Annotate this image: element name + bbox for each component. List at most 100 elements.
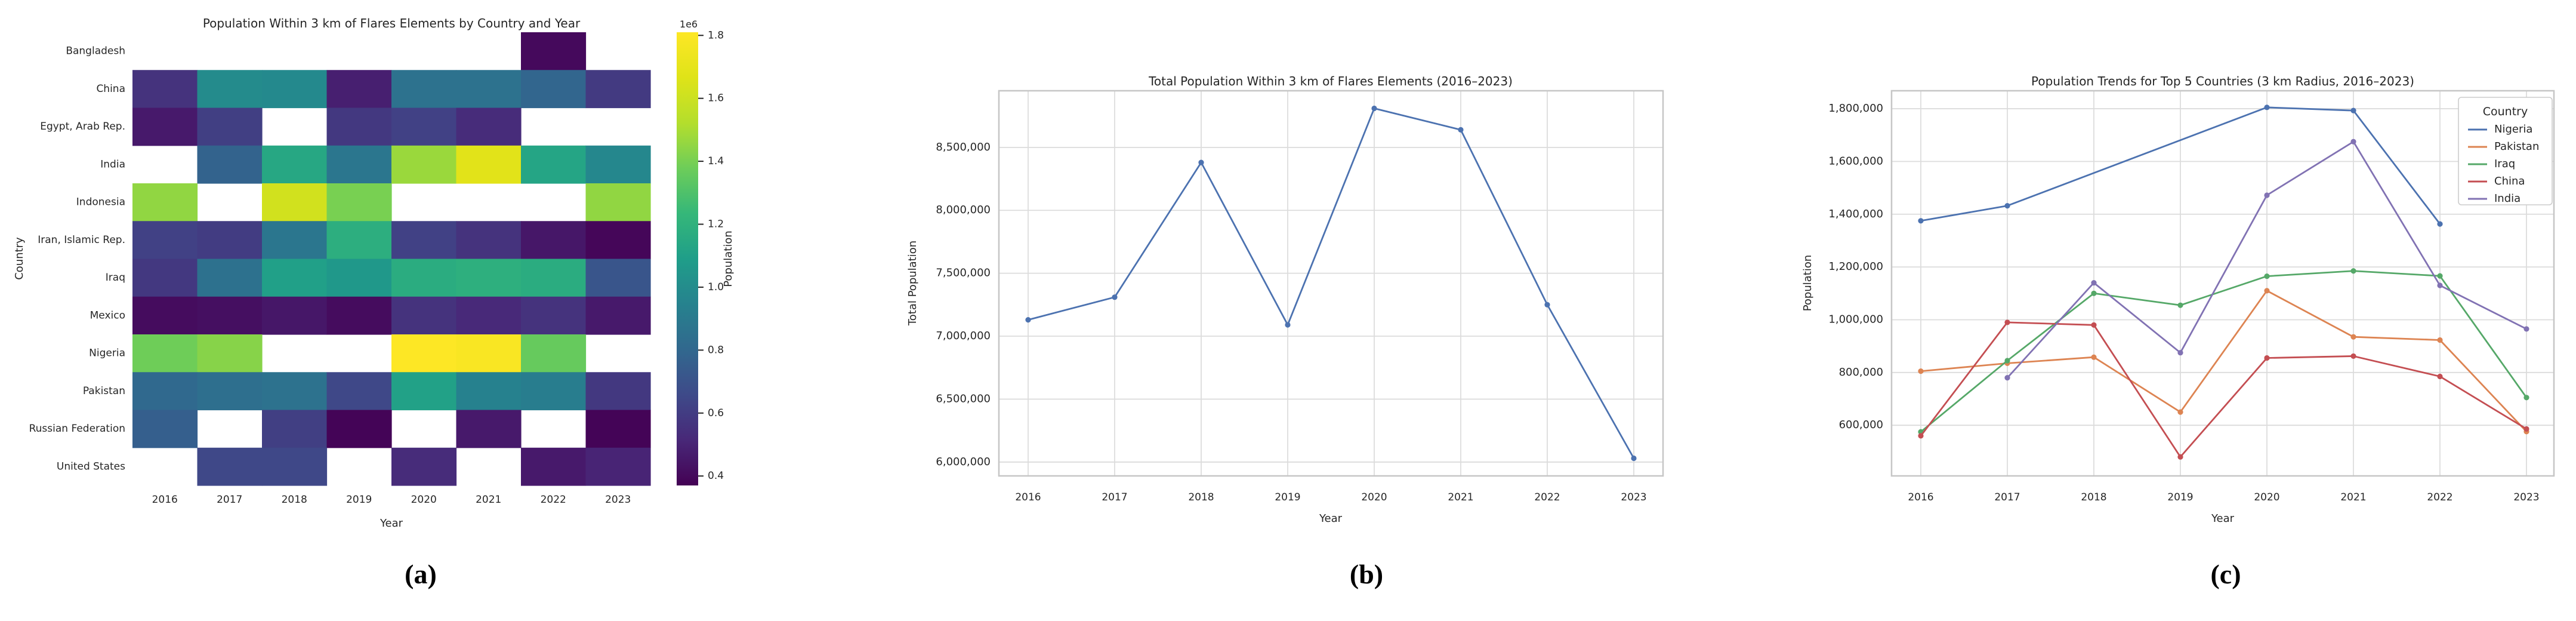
heatmap-cell [326,410,392,448]
data-point [2350,139,2356,145]
x-axis-label: Year [2211,512,2235,525]
series-line-total [1028,107,1635,459]
y-tick-label: 1,800,000 [1828,102,1883,115]
heatmap-cell [521,259,587,297]
x-tick-label: 2021 [2340,491,2366,503]
y-tick-label: 8,000,000 [936,204,991,216]
heatmap-cell [326,259,392,297]
x-tick-label: 2019 [2167,491,2193,503]
legend-box [2458,97,2553,205]
x-tick-label: 2017 [217,494,242,506]
data-point [2350,268,2356,274]
y-tick-label: Nigeria [89,348,125,359]
x-tick-label: 2017 [1994,491,2020,503]
x-tick-label: 2022 [1534,491,1560,503]
heatmap-cell [456,372,522,411]
x-tick-label: 2019 [1275,491,1300,503]
x-axis-label: Year [380,517,403,530]
heatmap-cell [521,32,587,70]
data-point [1918,433,1924,439]
heatmap-cell [197,107,263,146]
heatmap-cell [521,334,587,373]
y-tick-label: India [100,158,125,170]
y-tick-label: 6,000,000 [936,456,991,468]
heatmap-cell [585,70,651,109]
colorbar-tick-label: 1.0 [708,281,724,293]
data-point [2437,273,2443,279]
data-point [2091,290,2097,296]
y-tick-label: United States [57,460,125,472]
heatmap-cell [262,410,328,448]
heatmap-cell [132,70,198,109]
heatmap-cell [262,447,328,486]
heatmap-cell [391,372,457,411]
chart-title: Total Population Within 3 km of Flares E… [1148,74,1513,88]
x-tick-label: 2021 [1448,491,1473,503]
data-point [2437,282,2443,288]
y-tick-label: Egypt, Arab Rep. [40,121,125,133]
data-point [1198,159,1204,165]
series-line-iraq [1920,270,2528,433]
y-tick-label: 1,400,000 [1828,208,1883,220]
heatmap-cell [197,334,263,373]
heatmap-cell [326,70,392,109]
data-point [2004,319,2010,325]
data-point [2177,409,2183,415]
data-point [2264,288,2270,294]
y-tick-label: 600,000 [1839,419,1883,431]
colorbar-offset-text: 1e6 [680,19,698,30]
colorbar-tick-label: 1.4 [708,155,724,167]
heatmap-cell [132,183,198,222]
data-point [2264,273,2270,279]
heatmap-cell [197,296,263,335]
heatmap-cell [132,107,198,146]
data-point [2091,322,2097,328]
data-point [2523,326,2529,332]
x-tick-label: 2023 [1621,491,1646,503]
axes-spines [998,90,1664,477]
x-tick-label: 2022 [2427,491,2452,503]
data-point [2091,354,2097,360]
heatmap-cell [391,334,457,373]
y-tick-label: 1,200,000 [1828,260,1883,273]
heatmap-cell [521,296,587,335]
data-point [2264,104,2270,110]
subfigure-caption-c: (c) [2210,559,2241,589]
data-point [2437,337,2443,343]
data-point [2523,395,2529,401]
heatmap-cell [456,259,522,297]
colorbar-tick-label: 0.8 [708,344,724,356]
heatmap-cell [585,410,651,448]
heatmap-cell [262,259,328,297]
colorbar-tick-label: 0.6 [708,407,724,419]
colorbar-label: Population [722,230,735,287]
colorbar [677,32,698,485]
heatmap-cell [132,221,198,260]
x-tick-label: 2019 [346,494,372,506]
heatmap-cell [197,372,263,411]
heatmap-cell [391,447,457,486]
heatmap-cell [197,447,263,486]
data-point [2350,334,2356,340]
subfigure-caption-b: (b) [1349,559,1384,589]
heatmap-cell [326,221,392,260]
heatmap-cell [262,183,328,222]
y-tick-label: 1,000,000 [1828,313,1883,325]
data-point [2437,373,2443,380]
heatmap-cell [262,372,328,411]
y-axis-label: Total Population [906,241,919,326]
data-point [1544,302,1550,308]
y-tick-label: China [96,83,125,95]
chart-title: Population Trends for Top 5 Countries (3… [2031,74,2414,88]
heatmap-cell [262,145,328,184]
colorbar-tick-label: 1.2 [708,219,724,230]
legend-label-india: India [2494,192,2521,205]
heatmap-cell [585,447,651,486]
x-tick-label: 2020 [1361,491,1387,503]
heatmap-cell [326,296,392,335]
legend-label-nigeria: Nigeria [2494,123,2532,136]
data-point [1025,317,1031,323]
heatmap-cell [456,410,522,448]
